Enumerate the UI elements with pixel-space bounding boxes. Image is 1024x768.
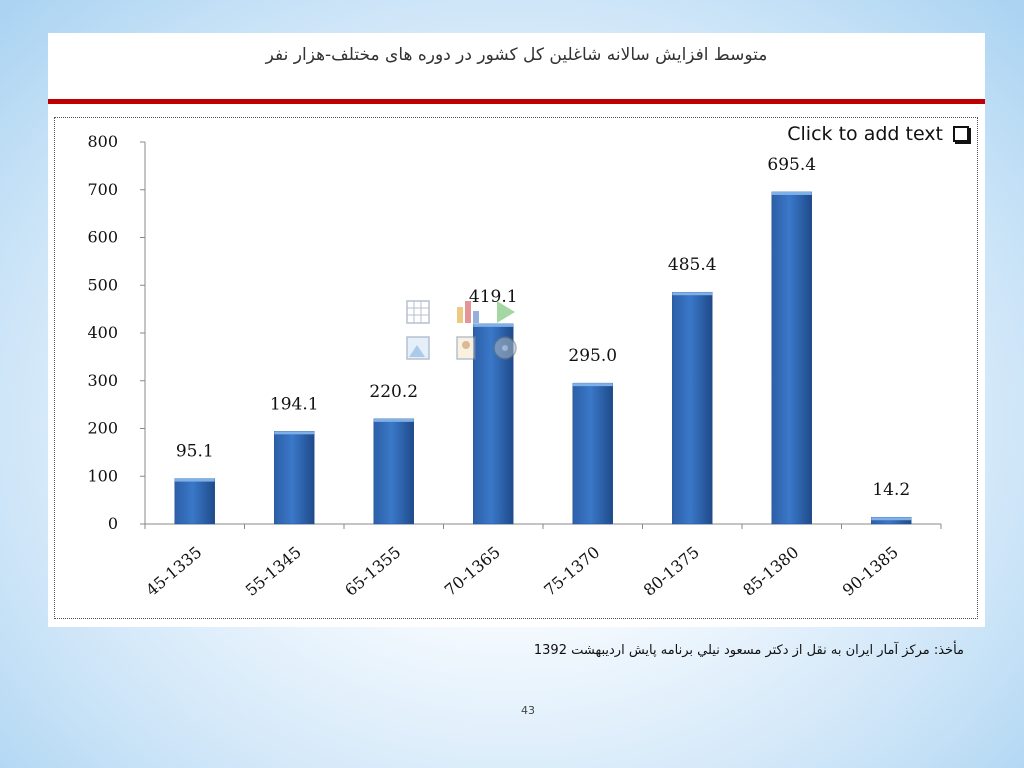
insert-chart-icon <box>457 301 479 323</box>
slide-title: متوسط افزایش سالانه شاغلین کل کشور در دو… <box>265 45 768 65</box>
x-tick-label: 70-1365 <box>441 543 504 600</box>
bar-55-1345 <box>274 431 315 525</box>
slide-panel: متوسط افزایش سالانه شاغلین کل کشور در دو… <box>48 33 985 627</box>
y-tick-label: 300 <box>87 371 118 390</box>
bar-65-1355 <box>373 418 414 525</box>
y-tick-label: 800 <box>87 132 118 151</box>
data-label: 695.4 <box>767 155 816 175</box>
x-tick-label: 90-1385 <box>839 543 902 600</box>
data-label: 295.0 <box>568 346 617 366</box>
insert-media-icon <box>493 336 517 360</box>
y-tick-label: 0 <box>108 514 118 533</box>
bar-top-highlight <box>473 323 514 327</box>
title-rule <box>48 99 985 104</box>
insert-smartart-icon <box>497 301 515 323</box>
content-placeholder[interactable]: Click to add text <box>787 123 969 145</box>
checkbox-icon <box>953 126 969 142</box>
y-tick-label: 200 <box>87 419 118 438</box>
data-label: 194.1 <box>270 394 319 414</box>
bar-75-1370 <box>572 382 613 525</box>
insert-picture-icon <box>406 336 430 360</box>
bar-top-highlight <box>771 191 812 195</box>
chart-axes <box>140 141 942 529</box>
bar-top-highlight <box>274 431 315 435</box>
source-note: مأخذ: مرکز آمار ایران به نقل از دکتر مسع… <box>533 643 964 658</box>
page-number: 43 <box>521 704 535 717</box>
y-tick-label: 500 <box>87 275 118 294</box>
x-tick-label: 80-1375 <box>640 543 703 600</box>
bar-top-highlight <box>572 383 613 387</box>
chart-data-labels: 95.1 194.1 220.2 419.1 295.0 485.4 695.4 14.2 <box>176 155 910 500</box>
data-label: 95.1 <box>176 442 214 462</box>
x-tick-label: 75-1370 <box>540 543 603 600</box>
y-tick-label: 700 <box>87 180 118 199</box>
y-tick-label: 600 <box>87 228 118 247</box>
chart-frame <box>54 117 978 619</box>
chart-bars <box>174 191 912 525</box>
bar-45-1335 <box>174 478 215 525</box>
bar-top-highlight <box>174 478 215 482</box>
data-label: 419.1 <box>469 287 518 307</box>
data-label: 220.2 <box>369 382 418 402</box>
y-tick-label: 400 <box>87 323 118 342</box>
placeholder-text: Click to add text <box>787 123 943 145</box>
bar-80-1375 <box>672 291 713 525</box>
insert-content-icons[interactable] <box>405 297 525 371</box>
bar-top-highlight <box>871 517 912 521</box>
insert-table-icon <box>406 300 430 324</box>
x-tick-label: 45-1335 <box>142 543 205 600</box>
data-label: 14.2 <box>872 480 910 500</box>
x-tick-label: 65-1355 <box>341 543 404 600</box>
x-tick-label: 85-1380 <box>739 543 802 600</box>
y-tick-label: 100 <box>87 466 118 485</box>
bar-top-highlight <box>672 292 713 296</box>
insert-clipart-icon <box>456 336 476 360</box>
data-label: 485.4 <box>668 255 717 275</box>
bar-top-highlight <box>373 418 414 422</box>
bar-85-1380 <box>771 191 812 525</box>
x-tick-label: 55-1345 <box>242 543 305 600</box>
